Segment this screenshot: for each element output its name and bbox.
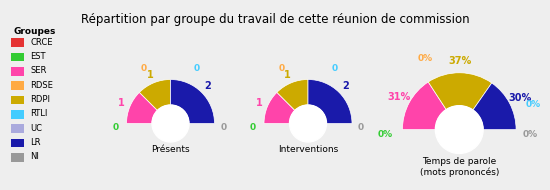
Text: RTLI: RTLI — [31, 109, 48, 118]
Wedge shape — [428, 73, 492, 110]
Wedge shape — [308, 79, 352, 124]
Text: 0: 0 — [220, 123, 227, 131]
Wedge shape — [403, 82, 446, 130]
Wedge shape — [473, 83, 516, 130]
FancyBboxPatch shape — [11, 81, 24, 90]
Text: 30%: 30% — [508, 93, 531, 103]
Text: 1: 1 — [284, 70, 291, 80]
Text: 1: 1 — [118, 98, 125, 108]
Text: LR: LR — [31, 138, 41, 147]
FancyBboxPatch shape — [11, 153, 24, 162]
Wedge shape — [264, 92, 295, 124]
Text: 0: 0 — [112, 123, 119, 131]
Text: Groupes: Groupes — [13, 28, 56, 36]
Text: 2: 2 — [205, 81, 211, 91]
Text: UC: UC — [31, 124, 42, 133]
FancyBboxPatch shape — [11, 124, 24, 133]
FancyBboxPatch shape — [11, 96, 24, 104]
Text: 0: 0 — [331, 64, 338, 73]
Text: Temps de parole
(mots prononcés): Temps de parole (mots prononcés) — [420, 157, 499, 177]
Text: 0: 0 — [250, 123, 256, 131]
Circle shape — [436, 106, 483, 154]
Text: 0%: 0% — [526, 100, 541, 108]
Text: 0: 0 — [194, 64, 200, 73]
Text: 37%: 37% — [449, 56, 472, 66]
Text: Interventions: Interventions — [278, 145, 338, 154]
Text: 0%: 0% — [522, 130, 538, 139]
Text: SER: SER — [31, 66, 47, 75]
FancyBboxPatch shape — [11, 38, 24, 47]
Text: 0: 0 — [358, 123, 364, 131]
Circle shape — [152, 105, 189, 142]
Wedge shape — [170, 79, 214, 124]
Text: Répartition par groupe du travail de cette réunion de commission: Répartition par groupe du travail de cet… — [81, 13, 469, 26]
Text: RDPI: RDPI — [31, 95, 51, 104]
Text: 0%: 0% — [378, 130, 393, 139]
FancyBboxPatch shape — [11, 67, 24, 76]
Text: 1: 1 — [147, 70, 153, 80]
Text: NI: NI — [31, 152, 40, 161]
Text: 0: 0 — [278, 64, 285, 73]
FancyBboxPatch shape — [11, 53, 24, 61]
FancyBboxPatch shape — [11, 110, 24, 119]
Text: 0: 0 — [141, 64, 147, 73]
Text: CRCE: CRCE — [31, 38, 53, 47]
Text: 0%: 0% — [417, 54, 433, 63]
Text: EST: EST — [31, 52, 46, 61]
Text: 31%: 31% — [388, 92, 411, 102]
Text: 2: 2 — [342, 81, 349, 91]
Text: 1: 1 — [256, 98, 262, 108]
Circle shape — [289, 105, 327, 142]
Text: RDSE: RDSE — [31, 81, 53, 90]
Wedge shape — [126, 92, 157, 124]
Text: Présents: Présents — [151, 145, 190, 154]
Wedge shape — [139, 79, 170, 110]
Wedge shape — [277, 79, 308, 110]
FancyBboxPatch shape — [11, 139, 24, 147]
